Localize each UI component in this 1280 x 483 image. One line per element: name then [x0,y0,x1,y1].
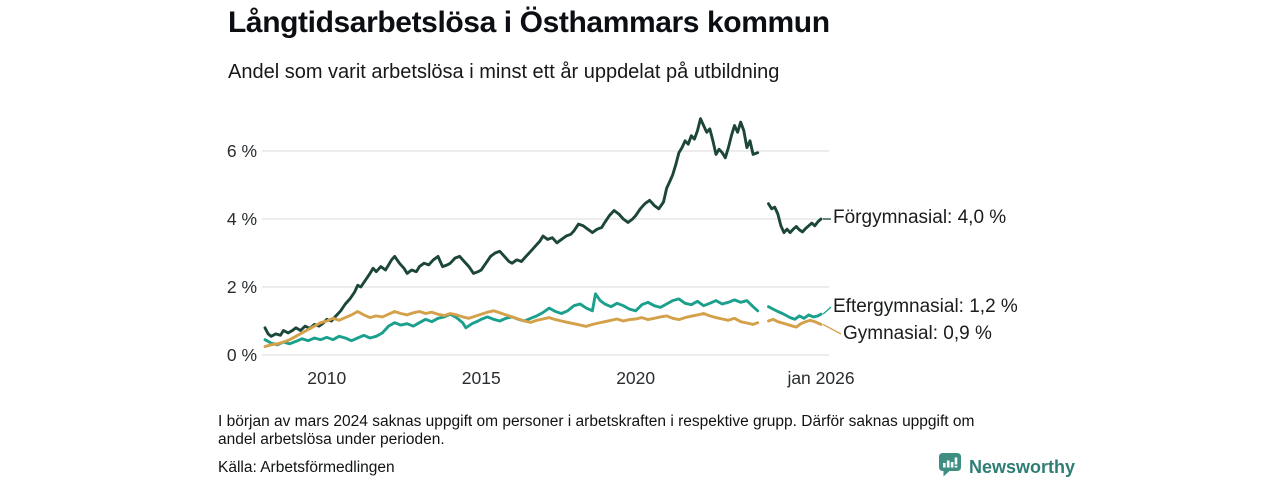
series-end-label-forgymnasial: Förgymnasial: 4,0 % [833,207,1007,228]
x-tick-label: 2010 [307,368,346,388]
y-tick-label: 2 % [227,277,257,297]
series-end-label-eftergymnasial: Eftergymnasial: 1,2 % [833,296,1018,317]
footnote-line-1: I början av mars 2024 saknas uppgift om … [218,413,975,430]
label-connector-gymnasial [822,323,842,335]
y-tick-label: 4 % [227,209,257,229]
series-path-gymnasial [263,309,760,348]
series-path-eftergymnasial [767,305,823,321]
page-subtitle: Andel som varit arbetslösa i minst ett å… [228,61,780,83]
series-path-förgymnasial [263,117,760,338]
label-connector-eftergymnasial [822,306,832,315]
series-end-label-gymnasial: Gymnasial: 0,9 % [843,323,992,344]
footnote: I början av mars 2024 saknas uppgift om … [218,413,1058,449]
y-tick-label: 0 % [227,345,257,365]
line-chart: 0 % 2 % 4 % 6 % 2010 2015 2020 jan 2026 [227,117,855,388]
x-tick-label: 2015 [462,368,501,388]
page-title: Långtidsarbetslösa i Östhammars kommun [228,6,830,39]
series-path-gymnasial [767,317,823,329]
y-tick-label: 6 % [227,141,257,161]
series-path-förgymnasial [767,202,823,235]
x-tick-label: 2020 [616,368,655,388]
newsworthy-branding: Newsworthy [938,452,1075,483]
brand-name: Newsworthy [969,457,1076,477]
source-credit: Källa: Arbetsförmedlingen [218,459,395,476]
bar-chart-bubble-icon [938,452,962,483]
x-tick-label: jan 2026 [786,368,854,388]
footnote-line-2: andel arbetslösa under perioden. [218,431,445,448]
